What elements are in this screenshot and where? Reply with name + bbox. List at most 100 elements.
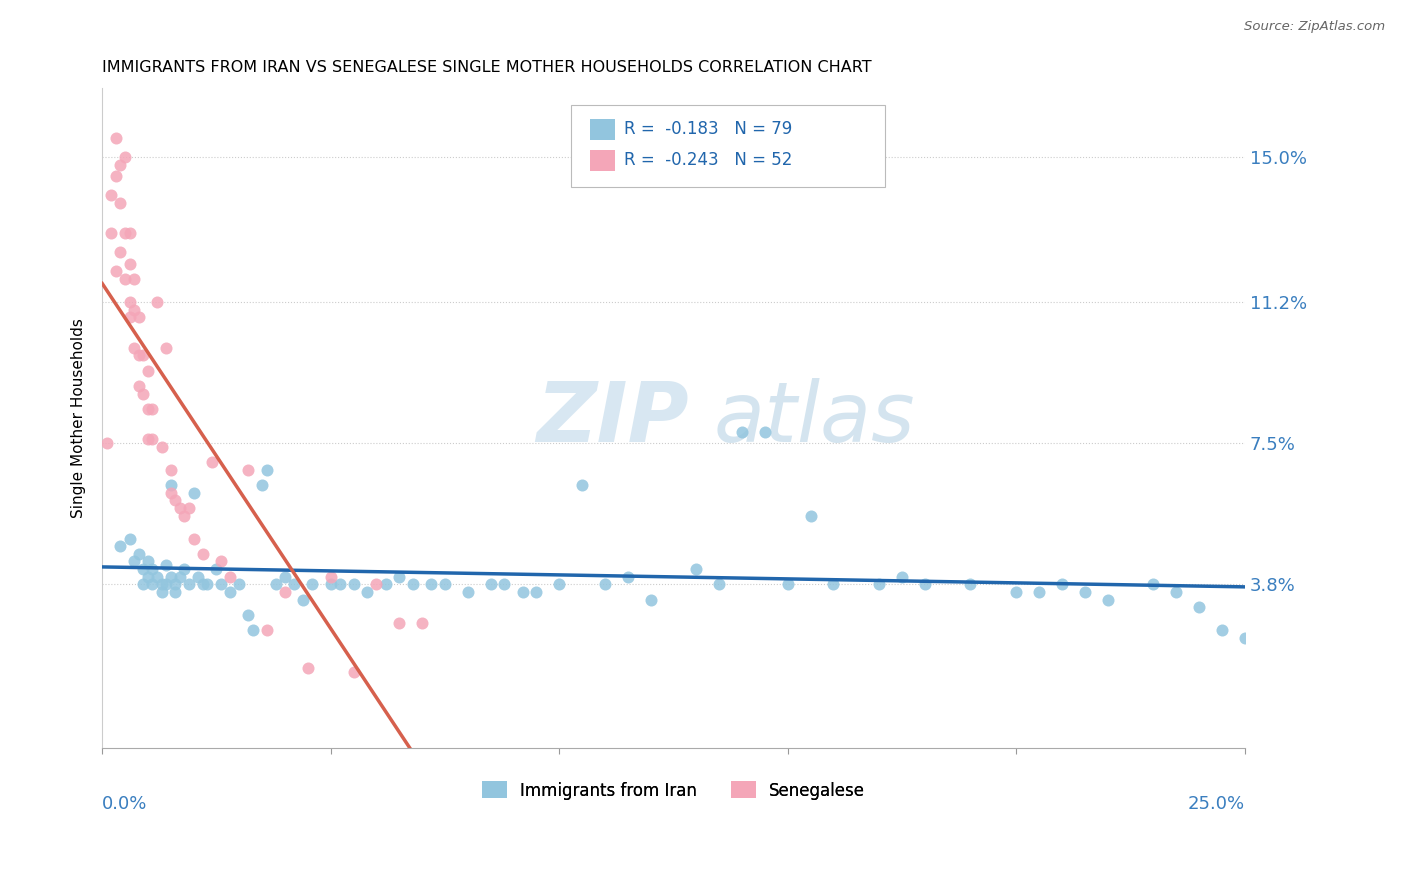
Point (114, 272, 136, 286)
Text: 0.0%: 0.0% (103, 795, 148, 813)
Point (731, 425, 754, 439)
Point (685, 562, 707, 576)
Point (132, 386, 155, 401)
Point (205, 562, 228, 576)
Point (479, 577, 502, 591)
Point (342, 665, 364, 680)
Point (165, 577, 187, 591)
Point (388, 615, 411, 630)
Point (433, 577, 456, 591)
Point (114, 150, 136, 164)
Point (388, 570, 411, 584)
Point (155, 341, 177, 355)
Point (128, 379, 150, 393)
Point (823, 577, 845, 591)
Point (96, 436, 118, 450)
Point (616, 570, 638, 584)
Point (128, 348, 150, 362)
Point (177, 577, 200, 591)
Point (242, 623, 264, 637)
Point (754, 425, 776, 439)
FancyBboxPatch shape (591, 150, 616, 170)
Point (1005, 585, 1028, 599)
Point (100, 188, 122, 202)
Point (155, 577, 177, 591)
Point (640, 592, 662, 607)
Point (177, 501, 200, 516)
Point (100, 227, 122, 241)
Point (118, 227, 141, 241)
Point (1028, 585, 1050, 599)
Point (195, 577, 218, 591)
Point (420, 577, 443, 591)
Point (183, 485, 205, 500)
Point (191, 547, 214, 561)
Point (402, 577, 425, 591)
Point (114, 227, 136, 241)
Point (238, 463, 260, 477)
Point (1233, 631, 1256, 645)
Point (319, 577, 342, 591)
Y-axis label: Single Mother Households: Single Mother Households (72, 318, 86, 518)
Point (118, 295, 141, 310)
Point (136, 570, 159, 584)
Text: IMMIGRANTS FROM IRAN VS SENEGALESE SINGLE MOTHER HOUSEHOLDS CORRELATION CHART: IMMIGRANTS FROM IRAN VS SENEGALESE SINGL… (103, 60, 872, 75)
Point (1164, 585, 1187, 599)
Point (132, 348, 155, 362)
Point (141, 433, 163, 447)
Point (1097, 592, 1119, 607)
Point (141, 577, 163, 591)
Point (571, 478, 593, 492)
Point (890, 570, 912, 584)
Point (959, 577, 981, 591)
Point (707, 577, 730, 591)
Point (512, 585, 534, 599)
Point (301, 577, 323, 591)
Point (201, 455, 224, 469)
Point (283, 577, 305, 591)
Point (1142, 577, 1164, 591)
Point (146, 295, 169, 310)
Point (799, 508, 821, 523)
Text: atlas: atlas (713, 378, 915, 458)
Point (118, 532, 141, 546)
Point (110, 245, 132, 260)
Point (183, 532, 205, 546)
Point (191, 577, 214, 591)
Point (104, 131, 127, 145)
FancyBboxPatch shape (571, 104, 884, 187)
Point (914, 577, 936, 591)
Point (159, 485, 181, 500)
Point (136, 364, 159, 378)
Text: ZIP: ZIP (536, 378, 689, 458)
Point (219, 585, 242, 599)
Point (122, 272, 145, 286)
Point (1073, 585, 1095, 599)
Point (250, 478, 273, 492)
Point (169, 501, 191, 516)
Point (141, 401, 163, 416)
Point (104, 264, 127, 278)
Point (297, 661, 319, 675)
Point (132, 562, 155, 576)
Point (146, 570, 169, 584)
Point (1050, 577, 1073, 591)
Point (128, 547, 150, 561)
Point (122, 302, 145, 317)
Text: 25.0%: 25.0% (1188, 795, 1244, 813)
Point (342, 577, 364, 591)
Point (219, 570, 242, 584)
Text: R =  -0.183   N = 79: R = -0.183 N = 79 (624, 120, 793, 138)
Point (274, 570, 297, 584)
Point (319, 570, 342, 584)
Point (132, 577, 155, 591)
Point (356, 585, 378, 599)
FancyBboxPatch shape (591, 119, 616, 140)
Point (136, 401, 159, 416)
Point (256, 463, 278, 477)
Point (1211, 623, 1233, 637)
Point (209, 554, 232, 568)
Point (159, 570, 181, 584)
Point (228, 577, 250, 591)
Point (274, 585, 297, 599)
